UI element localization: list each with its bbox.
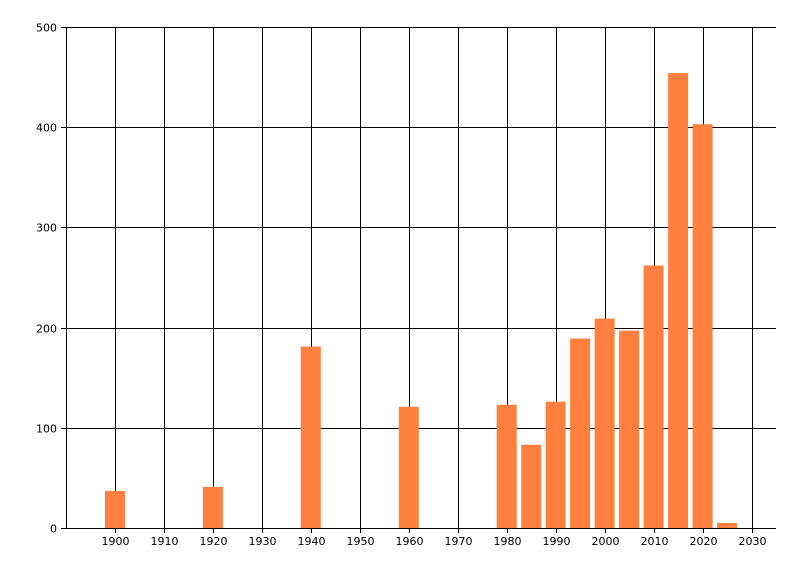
bar <box>545 401 566 528</box>
bar <box>594 318 615 528</box>
bar <box>105 490 125 528</box>
bar <box>398 406 419 528</box>
bar <box>202 486 223 528</box>
x-tick-label: 1910 <box>151 535 179 548</box>
x-tick-label: 1960 <box>396 535 424 548</box>
x-tick-label: 2000 <box>592 535 620 548</box>
y-tick-label: 0 <box>50 523 57 536</box>
y-tick-label: 200 <box>36 323 57 336</box>
x-tick-label: 2020 <box>690 535 718 548</box>
bar <box>717 523 737 528</box>
bar <box>570 338 591 528</box>
bars <box>105 73 737 528</box>
x-tick-label: 2010 <box>641 535 669 548</box>
x-tick-label: 1980 <box>494 535 522 548</box>
y-tick-label: 300 <box>36 222 57 235</box>
x-tick-label: 1990 <box>543 535 571 548</box>
x-tick-label: 1950 <box>347 535 375 548</box>
bar <box>668 73 689 528</box>
y-tick-label: 500 <box>36 22 57 35</box>
bar <box>300 346 321 528</box>
bar <box>643 265 664 528</box>
x-tick-label: 1970 <box>445 535 473 548</box>
bar <box>619 330 640 528</box>
bar <box>692 124 713 528</box>
y-tick-label: 400 <box>36 122 57 135</box>
bar <box>496 404 517 528</box>
x-tick-label: 2030 <box>739 535 767 548</box>
x-tick-label: 1920 <box>200 535 228 548</box>
tick-labels: 1900 1910 1920 1930 1940 1950 1960 1970 1980 1990… <box>36 22 767 549</box>
x-tick-label: 1940 <box>298 535 326 548</box>
bar <box>521 444 542 528</box>
axes <box>66 27 776 529</box>
x-tick-label: 1930 <box>249 535 277 548</box>
y-tick-label: 100 <box>36 423 57 436</box>
x-tick-label: 1900 <box>102 535 130 548</box>
